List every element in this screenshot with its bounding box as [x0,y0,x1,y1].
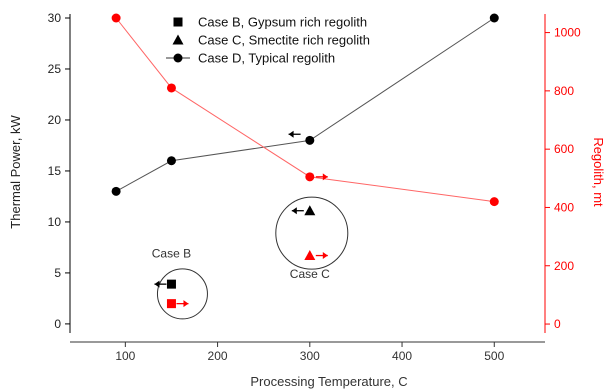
x-tick-label-4: 500 [484,349,504,363]
arrow-case-c-right [315,252,328,260]
y2-tick-label-0: 0 [554,317,561,331]
series-2-point-2 [305,135,315,145]
case-highlight-layer [156,196,349,320]
arrow-case-c-right-head [322,252,328,260]
x-tick-label-2: 300 [300,349,320,363]
y2-tick-label-1: 200 [554,259,574,273]
arrow-case-d-left [288,130,301,138]
arrow-case-b-right [176,300,189,308]
data-points-layer [111,13,499,309]
legend-marker-2 [173,53,183,63]
legend-marker-0 [173,17,183,27]
x-axis-label: Processing Temperature, C [250,374,407,389]
series-5-point-2 [305,172,315,182]
annotation-case-c: Case C [290,267,330,281]
y-tick-label-1: 5 [54,266,61,280]
series-0-point-0 [166,279,176,289]
y-axis-label: Thermal Power, kW [8,115,23,229]
labels-layer: Processing Temperature, C Thermal Power,… [8,115,606,389]
y2-tick-label-2: 400 [554,200,574,214]
series-5-point-1 [166,83,176,93]
case-c-highlight-circle [275,196,349,270]
series-5-point-0 [111,13,121,23]
arrow-case-b-right-head [183,300,189,308]
series-lines-layer [115,17,495,203]
arrow-case-d-right [315,173,328,181]
legend-marker-1 [172,34,184,45]
y-tick-label-2: 10 [48,215,62,229]
y2-tick-label-5: 1000 [554,26,581,40]
x-tick-label-3: 400 [392,349,412,363]
y-tick-label-3: 15 [48,164,62,178]
y-tick-label-5: 25 [48,62,62,76]
series-1-point-0 [304,205,316,216]
legend-label-2: Case D, Typical regolith [198,51,335,66]
series-5-line [115,17,495,203]
y2-tick-label-4: 800 [554,84,574,98]
x-tick-label-0: 100 [115,349,135,363]
arrow-case-d-right-head [322,173,328,181]
arrow-case-b-left [154,280,167,288]
y2-tick-label-3: 600 [554,142,574,156]
y-tick-label-4: 20 [48,113,62,127]
series-2-point-3 [489,13,499,23]
case-b-highlight-circle [156,268,208,320]
arrow-case-d-left-head [288,130,294,138]
legend-label-1: Case C, Smectite rich regolith [198,33,370,48]
y-tick-label-6: 30 [48,11,62,25]
y2-axis-label: Regolith, mt [591,137,606,207]
annotation-case-b: Case B [152,247,191,261]
axes-layer: 100 200 300 400 5000510152025300200400600800… [48,11,581,363]
series-5-point-3 [489,197,499,207]
axis-arrow-layer [154,130,328,308]
legend: Case B, Gypsum rich regolith Case C, Smec… [166,15,370,66]
arrow-case-c-left-head [291,207,297,215]
series-4-point-0 [304,250,316,261]
x-tick-label-1: 200 [208,349,228,363]
legend-label-0: Case B, Gypsum rich regolith [198,15,367,30]
series-2-line [115,17,495,192]
series-3-point-0 [166,299,176,309]
y-tick-label-0: 0 [54,317,61,331]
arrow-case-c-left [291,207,304,215]
arrow-case-b-left-head [154,280,160,288]
series-2-point-0 [111,186,121,196]
series-2-point-1 [166,156,176,166]
